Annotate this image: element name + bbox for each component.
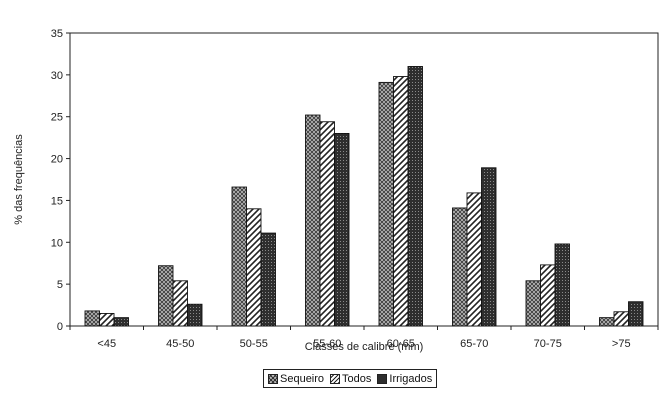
- x-tick-label: 65-70: [460, 338, 488, 350]
- y-tick-label: 20: [51, 154, 63, 166]
- legend-swatch-irrigados: [377, 373, 388, 384]
- legend-item-sequeiro: Sequeiro: [268, 373, 324, 385]
- bar-todos-7: [613, 311, 629, 327]
- legend-item-irrigados: Irrigados: [377, 373, 432, 385]
- bar-todos-3: [319, 121, 335, 327]
- bar-sequeiro-5: [452, 207, 468, 327]
- y-tick-label: 5: [57, 279, 63, 291]
- y-tick-label: 0: [57, 321, 63, 333]
- bar-irrigados-6: [554, 243, 570, 327]
- legend-label-sequeiro: Sequeiro: [280, 372, 325, 385]
- bar-todos-1: [172, 280, 188, 327]
- y-axis-title: % das frequências: [13, 134, 25, 225]
- bar-sequeiro-6: [525, 280, 541, 327]
- legend-swatch-sequeiro: [268, 373, 278, 384]
- bar-irrigados-0: [113, 317, 129, 327]
- x-tick-label: 60-65: [387, 338, 415, 350]
- bar-sequeiro-0: [84, 310, 100, 327]
- bar-sequeiro-7: [599, 317, 615, 327]
- x-tick-label: 55-60: [313, 338, 341, 350]
- legend-swatch-todos: [330, 373, 341, 384]
- x-tick-label: 45-50: [166, 338, 194, 350]
- bar-sequeiro-2: [231, 186, 247, 327]
- bar-irrigados-2: [260, 232, 276, 327]
- legend-item-todos: Todos: [330, 373, 371, 385]
- bar-todos-6: [540, 264, 556, 327]
- y-tick-label: 10: [51, 237, 63, 249]
- bar-irrigados-3: [334, 133, 350, 327]
- bar-irrigados-1: [187, 303, 203, 327]
- bar-sequeiro-4: [378, 81, 394, 327]
- bar-sequeiro-3: [305, 114, 321, 327]
- bar-todos-5: [466, 192, 482, 327]
- y-tick-label: 15: [51, 195, 63, 207]
- bar-irrigados-7: [628, 301, 644, 327]
- y-tick-label: 25: [51, 112, 63, 124]
- x-tick-label: >75: [612, 338, 631, 350]
- bar-sequeiro-1: [158, 265, 174, 327]
- y-tick-label: 30: [51, 70, 63, 82]
- legend-label-todos: Todos: [342, 372, 372, 385]
- bar-irrigados-5: [481, 167, 497, 327]
- bar-todos-0: [99, 312, 115, 327]
- legend-label-irrigados: Irrigados: [389, 372, 433, 385]
- bar-irrigados-4: [407, 66, 423, 327]
- x-tick-label: <45: [97, 338, 116, 350]
- x-tick-label: 50-55: [240, 338, 268, 350]
- y-tick-label: 35: [51, 28, 63, 40]
- x-axis-title: Classes de calibre (mm): [305, 341, 424, 353]
- bar-todos-4: [393, 76, 409, 327]
- bar-todos-2: [246, 208, 262, 327]
- x-tick-label: 70-75: [534, 338, 562, 350]
- legend: Sequeiro Todos Irrigados: [263, 369, 438, 388]
